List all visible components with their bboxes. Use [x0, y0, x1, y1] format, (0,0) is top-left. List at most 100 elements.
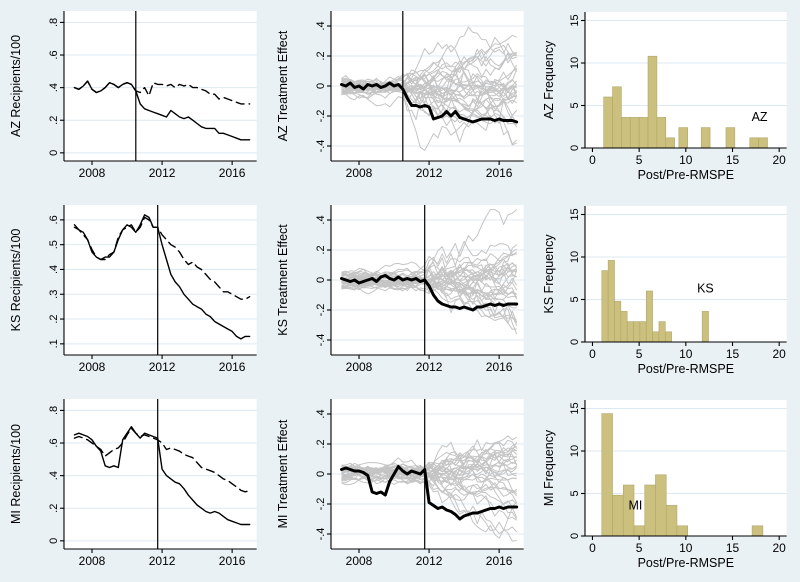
treated-line [339, 465, 518, 521]
x-tick-label: 2016 [485, 360, 512, 374]
x-tick-label: 2008 [79, 554, 106, 568]
histogram-bar [603, 96, 614, 149]
y-tick-label: -.2 [315, 110, 327, 123]
x-tick-label: 20 [773, 347, 787, 361]
x-tick-label: 10 [679, 347, 693, 361]
placebo-line [340, 78, 517, 143]
y-tick-label: 0 [48, 150, 60, 156]
y-tick-label: .8 [48, 18, 60, 27]
state-annotation: AZ [752, 110, 768, 124]
synthetic-line [73, 427, 251, 493]
y-tick-label: -.2 [315, 498, 327, 511]
histogram-bar [666, 505, 678, 537]
treated-line [339, 81, 518, 124]
histogram-bar [749, 137, 760, 149]
y-tick-label: 0 [569, 533, 581, 539]
x-tick-label: 2012 [415, 166, 442, 180]
y-axis-title: AZ Treatment Effect [276, 30, 290, 141]
x-tick-label: 5 [636, 153, 643, 167]
y-tick-label: 10 [569, 251, 581, 263]
y-tick-label: 5 [569, 296, 581, 302]
x-tick-label: 5 [636, 347, 643, 361]
y-tick-label: .2 [48, 116, 60, 125]
panel-mi-treatment-effect: -.4 -.2 0 .2 .4 2008 2012 2016 MI Treatment Effe… [267, 388, 534, 582]
histogram-bar [612, 86, 623, 149]
x-tick-label: 2012 [149, 360, 176, 374]
y-tick-label: 5 [569, 490, 581, 496]
x-axis-title: Post/Pre-RMSPE [638, 556, 734, 570]
x-tick-label: 2008 [79, 166, 106, 180]
y-tick-label: 0 [569, 145, 581, 151]
panel-mi-recipients: 0 .2 .4 .6 .8 2008 2012 2016 MI Recipients/100 [0, 388, 267, 582]
az-recipients-chart: 0 .2 .4 .6 .8 2008 2012 2016 AZ Recipients/100 [9, 11, 257, 180]
histogram-bar [758, 137, 769, 149]
x-tick-label: 2012 [415, 360, 442, 374]
placebo-line [341, 474, 517, 505]
y-tick-label: -.4 [315, 528, 327, 541]
az-rmspe-hist-chart: 0 5 10 15 0 5 10 15 20 AZ Frequency Post/Pre-RMSPE… [542, 12, 787, 182]
state-annotation: MI [629, 499, 643, 513]
state-annotation: KS [697, 282, 714, 296]
y-tick-label: 10 [569, 445, 581, 457]
placebo-line [340, 77, 517, 124]
treated-line [73, 214, 251, 340]
histogram-bar [701, 127, 711, 149]
y-tick-label: 0 [315, 83, 327, 89]
panel-ks-rmspe-histogram: 0 5 10 15 0 5 10 15 20 KS Frequency Post/Pre-RMSPE… [533, 194, 800, 388]
x-tick-label: 2016 [219, 360, 246, 374]
y-axis-title: AZ Recipients/100 [9, 35, 23, 137]
treated-line [339, 274, 518, 312]
panel-ks-treatment-effect: -.4 -.2 0 .2 .4 2008 2012 2016 KS Treatment Effe… [267, 194, 534, 388]
y-tick-label: 5 [569, 102, 581, 108]
y-tick-label: .4 [48, 471, 60, 480]
placebo-line [341, 464, 517, 534]
y-tick-label: .4 [48, 83, 60, 92]
placebo-line [341, 26, 517, 92]
x-tick-label: 15 [726, 347, 740, 361]
x-tick-label: 20 [773, 153, 787, 167]
y-axis-title: KS Recipients/100 [9, 229, 23, 332]
synthetic-line [73, 216, 251, 300]
placebo-line [340, 70, 517, 117]
placebo-line [341, 93, 517, 151]
y-tick-label: .1 [48, 339, 60, 348]
y-tick-label: .8 [48, 406, 60, 415]
histogram-bar [655, 474, 667, 537]
synthetic-line [73, 80, 251, 105]
y-tick-label: 0 [569, 339, 581, 345]
histogram-bar [639, 117, 649, 149]
placebo-line [340, 261, 517, 326]
mi-rmspe-hist-chart: 0 5 10 15 0 5 10 15 20 MI Frequency Post/Pre-RMSPE… [542, 400, 787, 570]
y-tick-label: 10 [569, 57, 581, 69]
x-tick-label: 2016 [219, 554, 246, 568]
histogram-bar [656, 117, 667, 149]
y-tick-label: .2 [315, 439, 327, 448]
histogram-bar [665, 331, 673, 343]
x-tick-label: 15 [726, 153, 740, 167]
placebo-line [340, 263, 517, 281]
histogram-bar [725, 127, 736, 149]
y-axis-title: MI Recipients/100 [9, 424, 23, 524]
x-tick-label: 20 [773, 541, 787, 555]
x-tick-label: 0 [589, 153, 596, 167]
histogram-bar [646, 290, 654, 343]
placebo-line [341, 80, 517, 98]
plot-area [63, 399, 257, 549]
x-axis-title: Post/Pre-RMSPE [638, 168, 734, 182]
y-tick-label: .3 [48, 290, 60, 299]
x-tick-label: 2008 [345, 554, 372, 568]
mi-effect-chart: -.4 -.2 0 .2 .4 2008 2012 2016 MI Treatment Effe… [276, 399, 524, 568]
ks-recipients-chart: .1 .2 .3 .4 .5 .6 2008 2012 2016 KS Recipients/10… [9, 205, 257, 374]
y-tick-label: 15 [569, 208, 581, 220]
histogram-bar [614, 300, 622, 343]
histogram-bar [612, 494, 624, 537]
placebo-line [340, 82, 517, 112]
x-axis-title: Post/Pre-RMSPE [638, 362, 734, 376]
y-tick-label: -.4 [315, 334, 327, 347]
panel-az-rmspe-histogram: 0 5 10 15 0 5 10 15 20 AZ Frequency Post/Pre-RMSPE… [533, 0, 800, 194]
histogram-bar [608, 260, 616, 343]
placebo-line [340, 453, 517, 484]
histogram-bar [678, 127, 689, 149]
histogram-bar [652, 331, 660, 343]
